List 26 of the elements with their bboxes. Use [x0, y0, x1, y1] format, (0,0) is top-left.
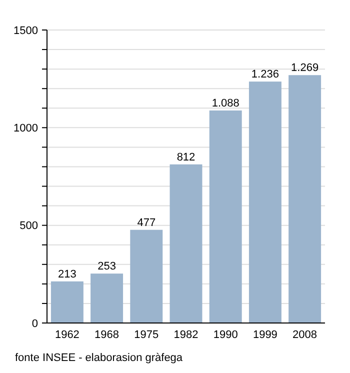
bar: [288, 75, 322, 323]
x-tick-label: 1968: [94, 329, 120, 341]
bar: [90, 274, 124, 323]
y-tick-label: 0: [32, 318, 38, 330]
data-label: 477: [137, 216, 156, 229]
source-note: fonte INSEE - elaborasion gràfega: [15, 352, 184, 364]
x-tick-label: 1975: [134, 329, 159, 341]
bar: [248, 82, 282, 323]
y-tick-label: 1500: [14, 24, 38, 37]
x-tick-label: 2008: [292, 329, 318, 341]
x-tick-label: 1990: [213, 329, 238, 341]
data-label: 253: [98, 260, 116, 273]
bar: [130, 230, 163, 323]
y-tick-label: 500: [20, 220, 38, 232]
bar: [209, 110, 242, 323]
data-label: 213: [58, 268, 76, 280]
data-label: 812: [176, 151, 196, 164]
x-tick-label: 1982: [174, 329, 198, 341]
x-tick-label: 1962: [54, 329, 80, 341]
y-tick-label: 1000: [14, 122, 38, 135]
x-tick-label: 1999: [252, 329, 278, 341]
data-label: 1.269: [291, 62, 319, 74]
data-label: 1.236: [251, 68, 279, 81]
bar: [170, 164, 202, 323]
data-label: 1.088: [212, 97, 240, 110]
bar: [50, 281, 84, 323]
